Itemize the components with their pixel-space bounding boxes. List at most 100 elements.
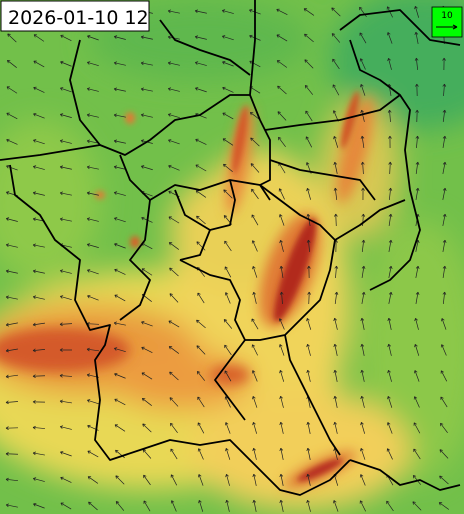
wind-arrow [32,243,45,248]
wind-arrow [32,295,45,300]
wind-arrow [32,374,46,379]
wind-arrow [414,31,419,44]
wind-arrow [59,295,72,301]
wind-arrow [86,113,99,118]
wind-arrow [60,60,72,67]
wind-arrow [331,33,341,43]
wind-arrow [279,473,284,486]
wind-arrow [415,83,419,97]
wind-arrow [414,57,419,71]
wind-arrow [252,447,257,460]
wind-arrow [251,370,258,382]
wind-arrow [87,35,99,41]
wind-arrow [386,448,393,460]
wind-arrow [60,87,72,93]
wind-arrow [59,425,72,430]
wind-arrow [141,346,153,353]
wind-arrow [306,447,311,460]
wind-arrow [360,317,365,330]
wind-arrow [33,60,45,68]
wind-arrow [5,295,18,300]
wind-arrow [279,421,284,434]
wind-arrow [86,87,99,92]
wind-arrow [386,500,394,512]
wind-arrow [86,217,99,222]
wind-arrow [252,499,257,512]
wind-arrow [415,161,420,174]
wind-arrow [359,58,366,70]
wind-arrow [277,111,287,121]
wind-arrow [113,35,126,40]
wind-arrow [115,501,125,511]
wind-arrow [252,473,257,486]
wind-arrow [250,137,260,147]
wind-arrow [223,163,233,173]
wind-arrow [279,239,284,252]
wind-arrow [277,85,287,95]
wind-arrow [251,344,258,356]
wind-arrow [168,164,180,171]
wind-arrow [115,475,125,485]
wind-arrow [168,346,180,354]
wind-arrow [306,473,311,486]
wind-arrow [60,502,72,510]
wind-arrow [195,138,207,145]
wind-arrow [222,86,234,93]
wind-arrow [278,188,285,200]
wind-arrow [441,318,447,330]
wind-arrow [224,370,232,382]
wind-arrow [170,448,178,460]
wind-arrow [196,319,206,329]
wind-arrow [249,112,260,120]
wind-arrow [387,32,393,44]
wind-arrow [276,34,288,42]
wind-arrow [59,269,72,274]
wind-arrow [278,136,286,147]
wind-arrow [60,34,72,41]
wind-arrow [361,239,366,252]
wind-arrow [223,319,233,329]
wind-arrow [143,500,151,512]
wind-arrow [332,58,340,70]
wind-arrow [5,374,18,379]
wind-arrow [387,317,392,330]
wind-arrow [113,321,126,326]
wind-arrow [33,139,45,145]
wind-arrow [333,161,338,174]
wind-arrow [388,187,393,201]
wind-arrow [60,451,72,457]
wind-arrow [86,61,99,67]
wind-arrow [276,8,288,15]
wind-arrow [59,348,73,352]
wind-arrow [170,500,177,512]
wind-arrow [114,268,126,275]
wind-arrow [413,448,421,460]
wind-arrow [60,476,72,483]
wind-arrow [168,216,180,224]
wind-arrow [140,61,153,66]
wind-arrow [360,421,365,434]
wind-arrow [140,165,153,171]
legend: 10 [431,6,463,38]
wind-arrow [223,189,233,199]
legend-label: 10 [441,11,453,21]
wind-arrow [279,395,284,408]
wind-arrow [360,84,366,96]
wind-arrow [113,165,126,170]
timestamp: 2026-01-10 12 [8,7,149,29]
wind-arrow [59,191,72,196]
wind-arrow [333,395,338,408]
wind-arrow [167,9,180,14]
wind-arrow [442,187,447,200]
wind-arrow [359,32,367,44]
wind-arrow [113,61,126,66]
wind-arrow [87,399,99,405]
wind-arrow [387,343,392,356]
wind-arrow [140,87,153,92]
wind-arrow [415,187,420,200]
wind-arrow [414,317,419,330]
wind-arrow [225,473,230,486]
wind-arrow [33,112,45,119]
wind-arrow [197,396,205,408]
wind-arrow [303,8,315,16]
